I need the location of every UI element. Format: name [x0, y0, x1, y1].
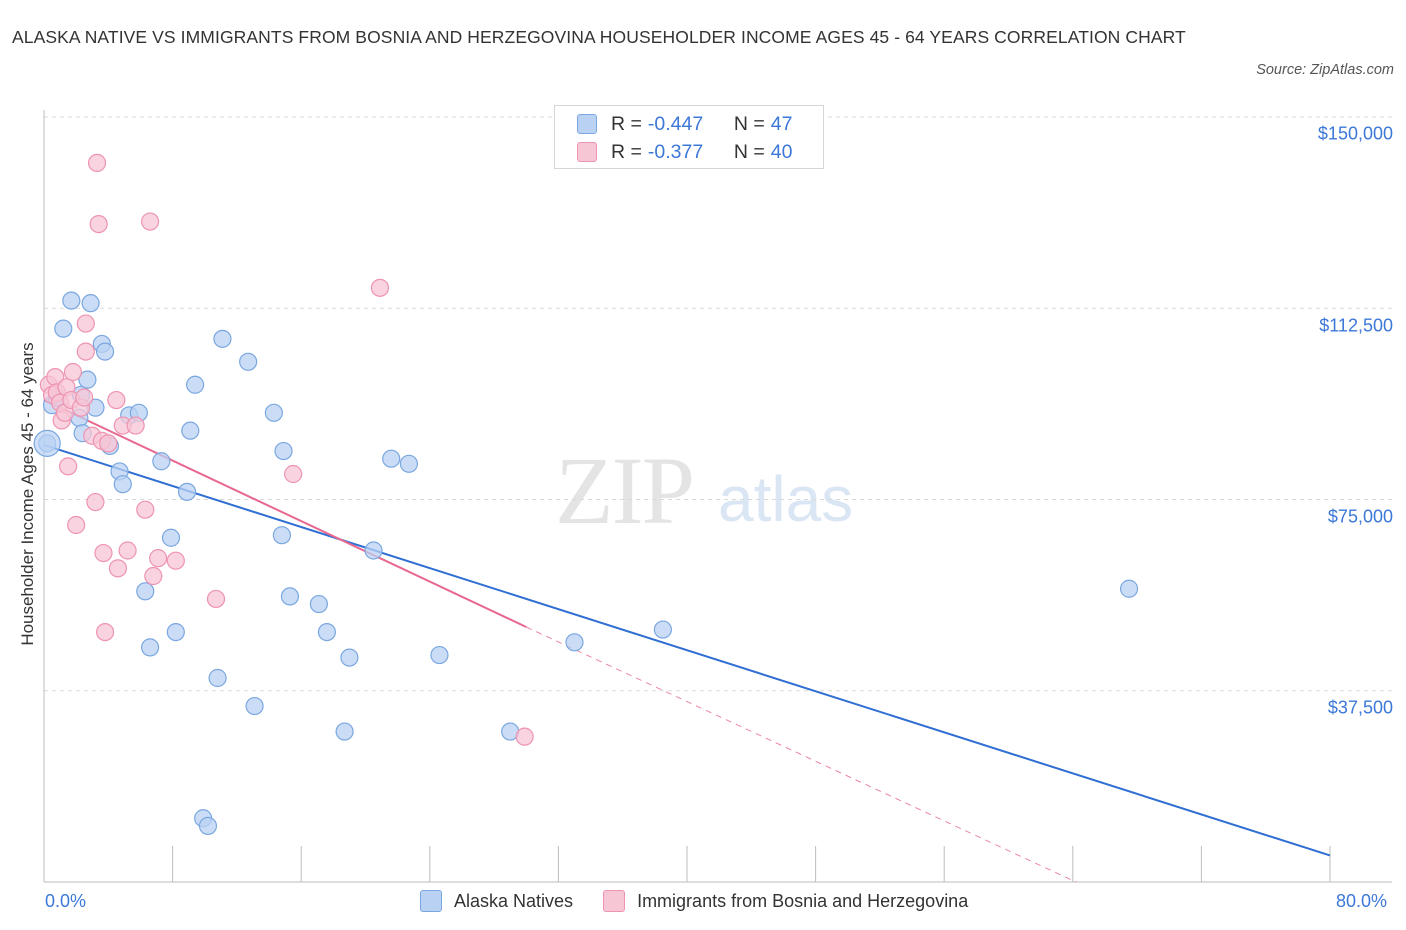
legend-r-value: -0.447	[647, 112, 704, 135]
point-alaska-natives	[136, 582, 155, 601]
x-tick-label-0: 0.0%	[45, 891, 87, 911]
point-alaska-natives	[113, 475, 132, 494]
legend-item-alaska-natives: Alaska Natives	[420, 890, 573, 912]
point-bosnia	[144, 566, 163, 586]
x-tick-label-80: 80.0%	[1336, 891, 1388, 911]
point-bosnia	[284, 464, 303, 484]
point-alaska-natives	[166, 622, 185, 642]
point-alaska-natives	[280, 587, 300, 606]
point-bosnia	[89, 215, 108, 234]
y-tick-label-37500: $37,500	[1327, 697, 1393, 718]
point-alaska-natives	[78, 370, 97, 389]
point-alaska-natives	[208, 668, 227, 688]
point-alaska-natives	[653, 620, 672, 639]
point-alaska-natives	[335, 722, 354, 741]
y-axis-label: Householder Income Ages 45 - 64 years	[18, 342, 37, 646]
point-bosnia	[206, 589, 226, 609]
point-alaska-natives-large	[33, 429, 61, 457]
point-bosnia	[86, 492, 105, 512]
series-legend: Alaska Natives Immigrants from Bosnia an…	[420, 890, 998, 912]
legend-row-alaska-natives: R = -0.447 N = 47	[577, 110, 792, 138]
point-bosnia	[166, 551, 185, 570]
point-alaska-natives	[382, 449, 401, 468]
point-alaska-natives	[161, 528, 181, 547]
point-bosnia	[95, 622, 115, 642]
point-alaska-natives	[213, 329, 232, 348]
point-alaska-natives	[340, 648, 359, 667]
point-bosnia	[118, 541, 137, 560]
point-bosnia	[140, 212, 160, 231]
point-alaska-natives	[152, 452, 171, 471]
trend-line-alaska-natives	[43, 443, 1331, 857]
point-bosnia	[63, 362, 83, 382]
legend-swatch-blue	[420, 890, 442, 912]
legend-swatch-blue	[577, 114, 597, 134]
point-alaska-natives	[264, 403, 283, 422]
point-bosnia	[75, 388, 94, 407]
point-alaska-natives	[274, 441, 293, 461]
point-alaska-natives	[364, 541, 383, 560]
point-alaska-natives	[430, 645, 449, 665]
legend-r-value: -0.377	[647, 140, 704, 163]
point-alaska-natives	[177, 482, 197, 501]
point-bosnia	[87, 153, 107, 172]
chart-title: ALASKA NATIVE VS IMMIGRANTS FROM BOSNIA …	[12, 27, 1186, 47]
watermark-zip: ZIP	[555, 437, 695, 544]
point-bosnia	[136, 500, 155, 519]
point-alaska-natives	[181, 421, 200, 440]
point-bosnia	[59, 457, 78, 476]
y-tick-label-75000: $75,000	[1327, 506, 1393, 527]
point-alaska-natives	[54, 319, 73, 338]
trend-line-extension-bosnia	[526, 626, 1077, 883]
point-alaska-natives	[399, 454, 419, 473]
point-bosnia	[94, 543, 113, 563]
point-alaska-natives	[140, 638, 160, 657]
point-alaska-natives	[62, 291, 81, 310]
point-alaska-natives	[198, 816, 218, 836]
point-alaska-natives	[565, 633, 584, 652]
point-bosnia	[99, 434, 118, 453]
point-alaska-natives	[95, 342, 115, 361]
point-bosnia	[107, 390, 126, 410]
legend-r-label: R =	[611, 140, 642, 163]
y-tick-label-112500: $112,500	[1319, 315, 1393, 336]
point-bosnia	[76, 314, 95, 333]
point-alaska-natives	[239, 352, 258, 371]
legend-swatch-pink	[577, 142, 597, 162]
trend-layer	[43, 399, 1331, 883]
points-layer	[33, 153, 1139, 836]
legend-label-alaska-natives: Alaska Natives	[454, 890, 574, 911]
legend-n-value: 40	[770, 140, 793, 163]
axis-layer	[43, 110, 1392, 883]
point-bosnia	[515, 727, 534, 746]
point-alaska-natives	[81, 294, 100, 313]
point-alaska-natives	[272, 526, 292, 545]
correlation-legend: R = -0.447 N = 47 R = -0.377 N = 40	[554, 105, 824, 169]
trend-line-bosnia	[43, 399, 527, 628]
source-label: Source: ZipAtlas.com	[1256, 62, 1394, 78]
point-alaska-natives	[1119, 579, 1139, 598]
point-alaska-natives	[309, 594, 328, 614]
point-bosnia	[126, 416, 145, 435]
point-alaska-natives	[186, 375, 205, 394]
legend-swatch-pink	[603, 890, 626, 912]
legend-n-value: 47	[770, 112, 793, 135]
legend-label-bosnia: Immigrants from Bosnia and Herzegovina	[637, 890, 969, 911]
legend-item-bosnia: Immigrants from Bosnia and Herzegovina	[603, 890, 968, 912]
legend-row-bosnia: R = -0.377 N = 40	[577, 138, 792, 166]
point-bosnia	[67, 515, 86, 535]
legend-n-label: N =	[733, 112, 765, 135]
y-tick-label-150000: $150,000	[1317, 123, 1393, 144]
point-alaska-natives	[317, 622, 337, 642]
legend-n-label: N =	[733, 140, 765, 163]
point-bosnia	[149, 549, 168, 568]
legend-r-label: R =	[611, 112, 642, 135]
point-bosnia	[108, 559, 128, 578]
grid-layer	[44, 116, 1392, 692]
point-alaska-natives	[245, 696, 264, 716]
point-bosnia	[76, 342, 95, 361]
point-bosnia	[370, 278, 390, 297]
